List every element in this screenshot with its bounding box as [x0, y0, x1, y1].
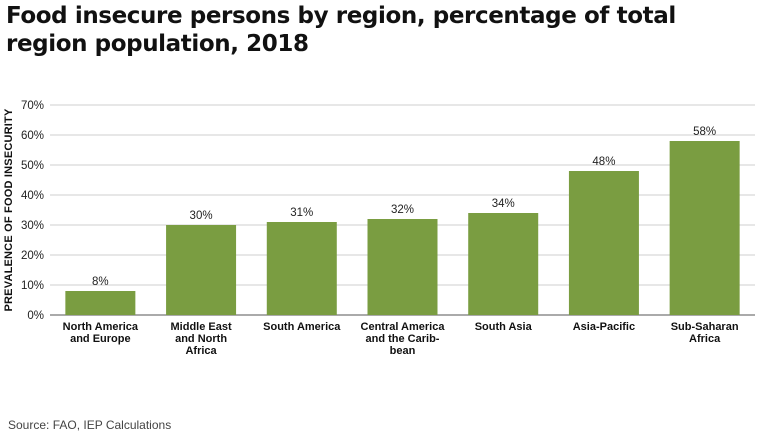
y-tick-label: 30%: [21, 220, 44, 232]
y-tick-label: 0%: [27, 310, 44, 322]
bar: [568, 171, 639, 315]
data-label: 34%: [492, 198, 515, 210]
data-label: 31%: [290, 207, 313, 219]
category-label: North America and Europe: [63, 321, 139, 345]
y-axis-label: PREVALENCE OF FOOD INSECURITY: [3, 108, 15, 311]
y-tick-label: 40%: [21, 190, 44, 202]
y-tick-label: 50%: [21, 160, 44, 172]
data-label: 48%: [592, 156, 615, 168]
y-tick-label: 70%: [21, 100, 44, 112]
category-label: Central America and the Carib-bean: [361, 321, 446, 357]
data-label: 30%: [190, 210, 213, 222]
bar: [166, 225, 237, 315]
bar-chart: 8% 30% 31% 32% 34% 48% 58% 0% 10% 20% 30% 40% 50% 60…: [3, 100, 755, 357]
category-label: Middle East and North Africa: [171, 321, 232, 357]
bar: [468, 213, 539, 315]
category-label: South America: [263, 321, 341, 333]
x-axis-categories: North America and Europe Middle East and No…: [63, 321, 739, 357]
y-axis-ticks: 0% 10% 20% 30% 40% 50% 60% 70%: [21, 100, 44, 322]
bar: [266, 222, 337, 315]
data-label: 8%: [92, 276, 109, 288]
category-label: Sub-Saharan Africa: [671, 321, 739, 345]
bar: [65, 291, 136, 315]
data-label: 32%: [391, 204, 414, 216]
category-label: South Asia: [475, 321, 533, 333]
data-labels: 8% 30% 31% 32% 34% 48% 58%: [92, 126, 716, 288]
data-label: 58%: [693, 126, 716, 138]
y-tick-label: 20%: [21, 250, 44, 262]
y-tick-label: 10%: [21, 280, 44, 292]
bar: [367, 219, 438, 315]
bar: [669, 141, 740, 315]
category-label: Asia-Pacific: [573, 321, 635, 333]
y-tick-label: 60%: [21, 130, 44, 142]
bars: [65, 141, 740, 315]
chart-title: Food insecure persons by region, percent…: [6, 3, 676, 57]
source-note: Source: FAO, IEP Calculations: [8, 418, 172, 432]
